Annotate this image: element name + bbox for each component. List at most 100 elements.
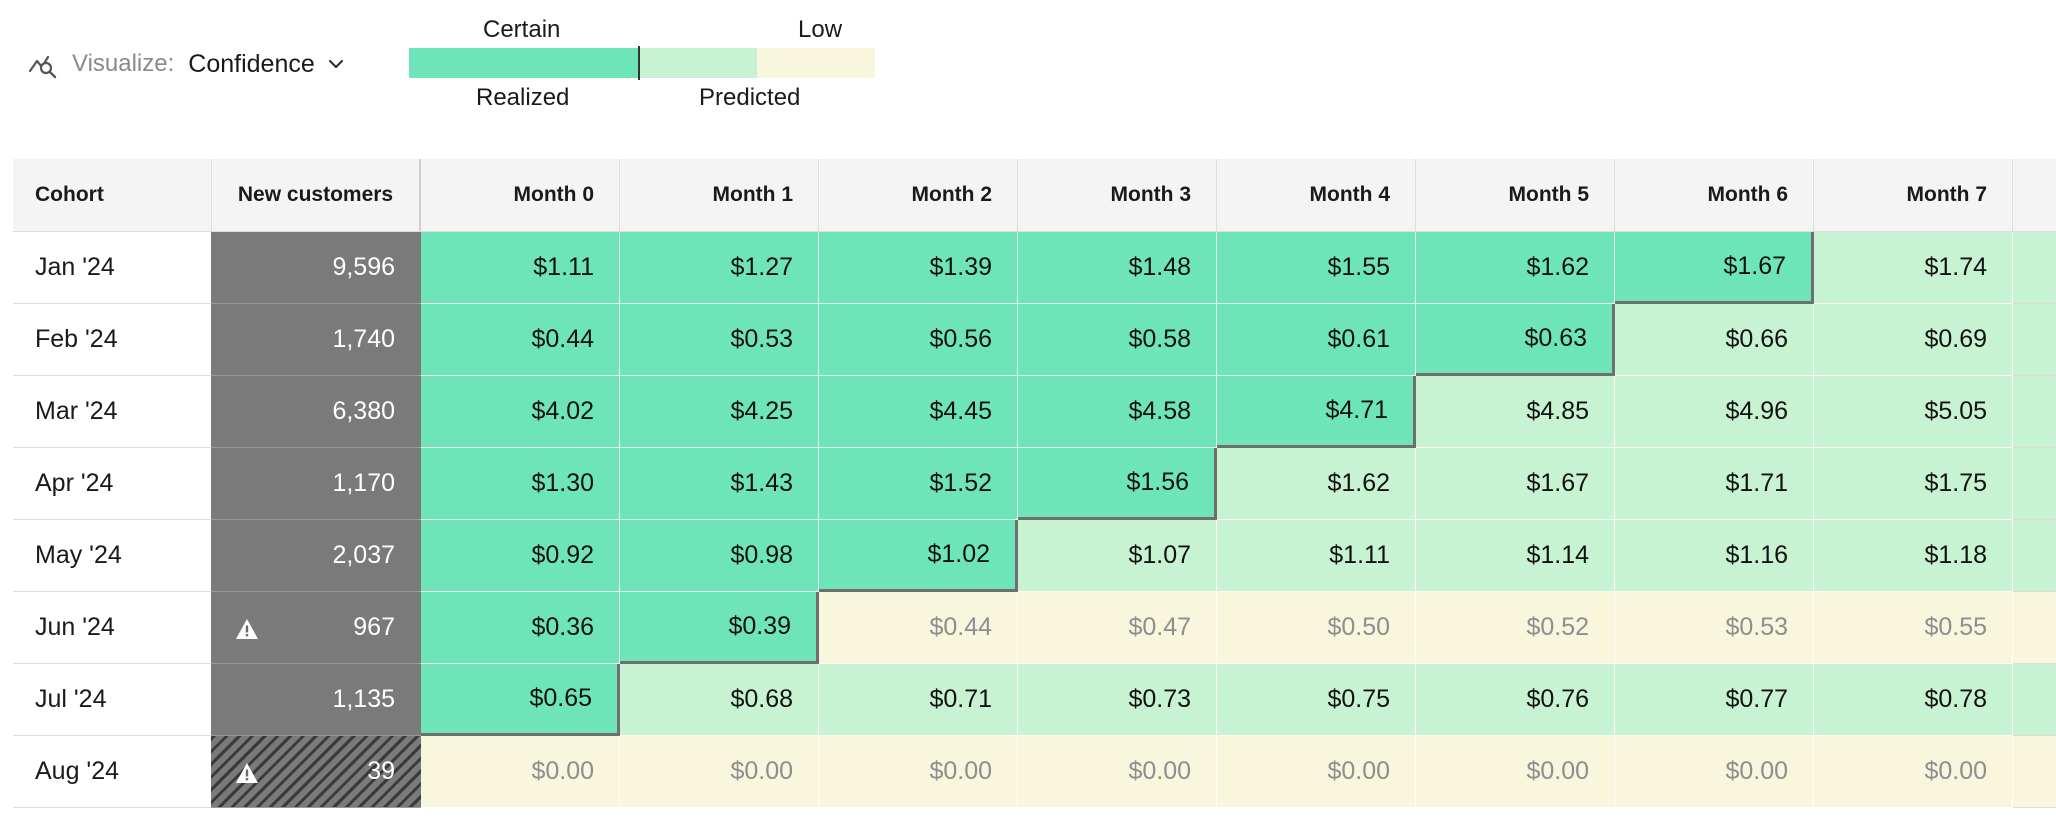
- value-cell-month-7[interactable]: $5.05: [1814, 376, 2013, 448]
- value-cell-month-3[interactable]: $1.56: [1018, 448, 1217, 520]
- value-cell-month-6[interactable]: $4.96: [1615, 376, 1814, 448]
- value-cell-month-1[interactable]: $0.53: [620, 304, 819, 376]
- value-cell-month-3[interactable]: $0.73: [1018, 664, 1217, 736]
- table-row[interactable]: Feb '24 1,740 $0.44 $0.53 $0.56 $0.58 $0.61 $0.…: [13, 304, 2056, 376]
- value-cell-month-7[interactable]: $1.18: [1814, 520, 2013, 592]
- value-cell-month-5[interactable]: $0.00: [1416, 736, 1615, 808]
- value-cell-month-7[interactable]: $0.55: [1814, 592, 2013, 664]
- table-row[interactable]: Apr '24 1,170 $1.30 $1.43 $1.52 $1.56 $1.62 $1.…: [13, 448, 2056, 520]
- overflow-cell: [2013, 664, 2056, 736]
- chevron-down-icon[interactable]: [325, 53, 347, 75]
- value-cell-month-1[interactable]: $4.25: [620, 376, 819, 448]
- header-month-1[interactable]: Month 1: [620, 159, 819, 231]
- cohort-cell: Apr '24: [13, 448, 211, 520]
- value-cell-month-4[interactable]: $4.71: [1217, 376, 1416, 448]
- header-month-7[interactable]: Month 7: [1814, 159, 2013, 231]
- new-customers-cell: 1,135: [211, 664, 421, 736]
- table-row[interactable]: Aug '24 39 $0.00 $0.00 $0.00 $0.00 $0.00 $0.00 $…: [13, 736, 2056, 808]
- value-cell-month-5[interactable]: $1.14: [1416, 520, 1615, 592]
- value-cell-month-4[interactable]: $1.55: [1217, 232, 1416, 304]
- header-month-4[interactable]: Month 4: [1217, 159, 1416, 231]
- value-cell-month-4[interactable]: $0.75: [1217, 664, 1416, 736]
- value-cell-month-1[interactable]: $0.98: [620, 520, 819, 592]
- value-cell-month-4[interactable]: $0.50: [1217, 592, 1416, 664]
- header-cohort[interactable]: Cohort: [35, 183, 104, 206]
- header-month-5[interactable]: Month 5: [1416, 159, 1615, 231]
- value-cell-month-6[interactable]: $1.71: [1615, 448, 1814, 520]
- value-cell-month-4[interactable]: $1.62: [1217, 448, 1416, 520]
- value-cell-month-2[interactable]: $1.02: [819, 520, 1018, 592]
- new-customers-value: 1,740: [332, 325, 395, 353]
- value-cell-month-2[interactable]: $0.71: [819, 664, 1018, 736]
- value-cell-month-7[interactable]: $0.00: [1814, 736, 2013, 808]
- value-cell-month-0[interactable]: $1.30: [421, 448, 620, 520]
- new-customers-value: 1,170: [332, 469, 395, 497]
- value-cell-month-0[interactable]: $4.02: [421, 376, 620, 448]
- value-cell-month-1[interactable]: $0.68: [620, 664, 819, 736]
- header-month-2[interactable]: Month 2: [819, 159, 1018, 231]
- value-cell-month-2[interactable]: $4.45: [819, 376, 1018, 448]
- value-cell-month-5[interactable]: $1.62: [1416, 232, 1615, 304]
- header-month-3[interactable]: Month 3: [1018, 159, 1217, 231]
- value-cell-month-3[interactable]: $4.58: [1018, 376, 1217, 448]
- value-cell-month-1[interactable]: $0.00: [620, 736, 819, 808]
- new-customers-cell: 2,037: [211, 520, 421, 592]
- value-cell-month-0[interactable]: $1.11: [421, 232, 620, 304]
- table-row[interactable]: May '24 2,037 $0.92 $0.98 $1.02 $1.07 $1.11 $1.…: [13, 520, 2056, 592]
- value-cell-month-0[interactable]: $0.92: [421, 520, 620, 592]
- value-cell-month-0[interactable]: $0.65: [421, 664, 620, 736]
- overflow-cell: [2013, 304, 2056, 376]
- warning-icon[interactable]: [235, 618, 259, 640]
- value-cell-month-7[interactable]: $1.75: [1814, 448, 2013, 520]
- value-cell-month-5[interactable]: $1.67: [1416, 448, 1615, 520]
- value-cell-month-2[interactable]: $1.52: [819, 448, 1018, 520]
- value-cell-month-2[interactable]: $0.00: [819, 736, 1018, 808]
- value-cell-month-2[interactable]: $0.44: [819, 592, 1018, 664]
- value-cell-month-3[interactable]: $0.47: [1018, 592, 1217, 664]
- cohort-cell: Jan '24: [13, 232, 211, 304]
- table-row[interactable]: Jul '24 1,135 $0.65 $0.68 $0.71 $0.73 $0.75 $0.…: [13, 664, 2056, 736]
- value-cell-month-6[interactable]: $1.67: [1615, 232, 1814, 304]
- value-cell-month-3[interactable]: $0.58: [1018, 304, 1217, 376]
- value-cell-month-5[interactable]: $4.85: [1416, 376, 1615, 448]
- header-month-0[interactable]: Month 0: [421, 159, 620, 231]
- new-customers-value: 2,037: [332, 541, 395, 569]
- new-customers-cell: 1,170: [211, 448, 421, 520]
- warning-icon[interactable]: [235, 762, 259, 784]
- value-cell-month-6[interactable]: $0.77: [1615, 664, 1814, 736]
- value-cell-month-6[interactable]: $1.16: [1615, 520, 1814, 592]
- value-cell-month-6[interactable]: $0.53: [1615, 592, 1814, 664]
- visualize-value[interactable]: Confidence: [188, 49, 315, 78]
- value-cell-month-1[interactable]: $1.27: [620, 232, 819, 304]
- value-cell-month-2[interactable]: $0.56: [819, 304, 1018, 376]
- value-cell-month-3[interactable]: $1.48: [1018, 232, 1217, 304]
- value-cell-month-4[interactable]: $0.61: [1217, 304, 1416, 376]
- table-row[interactable]: Jan '24 9,596 $1.11 $1.27 $1.39 $1.48 $1.55 $1.…: [13, 232, 2056, 304]
- value-cell-month-7[interactable]: $1.74: [1814, 232, 2013, 304]
- value-cell-month-1[interactable]: $0.39: [620, 592, 819, 664]
- value-cell-month-3[interactable]: $0.00: [1018, 736, 1217, 808]
- value-cell-month-7[interactable]: $0.69: [1814, 304, 2013, 376]
- table-row[interactable]: Jun '24 967 $0.36 $0.39 $0.44 $0.47 $0.50 $0.52…: [13, 592, 2056, 664]
- value-cell-month-7[interactable]: $0.78: [1814, 664, 2013, 736]
- value-cell-month-5[interactable]: $0.52: [1416, 592, 1615, 664]
- value-cell-month-2[interactable]: $1.39: [819, 232, 1018, 304]
- header-new-customers[interactable]: New customers: [211, 159, 421, 231]
- value-cell-month-0[interactable]: $0.44: [421, 304, 620, 376]
- value-cell-month-4[interactable]: $0.00: [1217, 736, 1416, 808]
- legend-low-label: Low: [798, 16, 843, 43]
- value-cell-month-1[interactable]: $1.43: [620, 448, 819, 520]
- header-month-6[interactable]: Month 6: [1615, 159, 1814, 231]
- value-cell-month-0[interactable]: $0.36: [421, 592, 620, 664]
- value-cell-month-0[interactable]: $0.00: [421, 736, 620, 808]
- value-cell-month-4[interactable]: $1.11: [1217, 520, 1416, 592]
- value-cell-month-5[interactable]: $0.76: [1416, 664, 1615, 736]
- value-cell-month-3[interactable]: $1.07: [1018, 520, 1217, 592]
- value-cell-month-5[interactable]: $0.63: [1416, 304, 1615, 376]
- cohort-cell: Feb '24: [13, 304, 211, 376]
- table-row[interactable]: Mar '24 6,380 $4.02 $4.25 $4.45 $4.58 $4.71 $4.…: [13, 376, 2056, 448]
- value-cell-month-6[interactable]: $0.66: [1615, 304, 1814, 376]
- new-customers-cell: 9,596: [211, 232, 421, 304]
- value-cell-month-6[interactable]: $0.00: [1615, 736, 1814, 808]
- visualize-dropdown[interactable]: Confidence: [188, 50, 346, 79]
